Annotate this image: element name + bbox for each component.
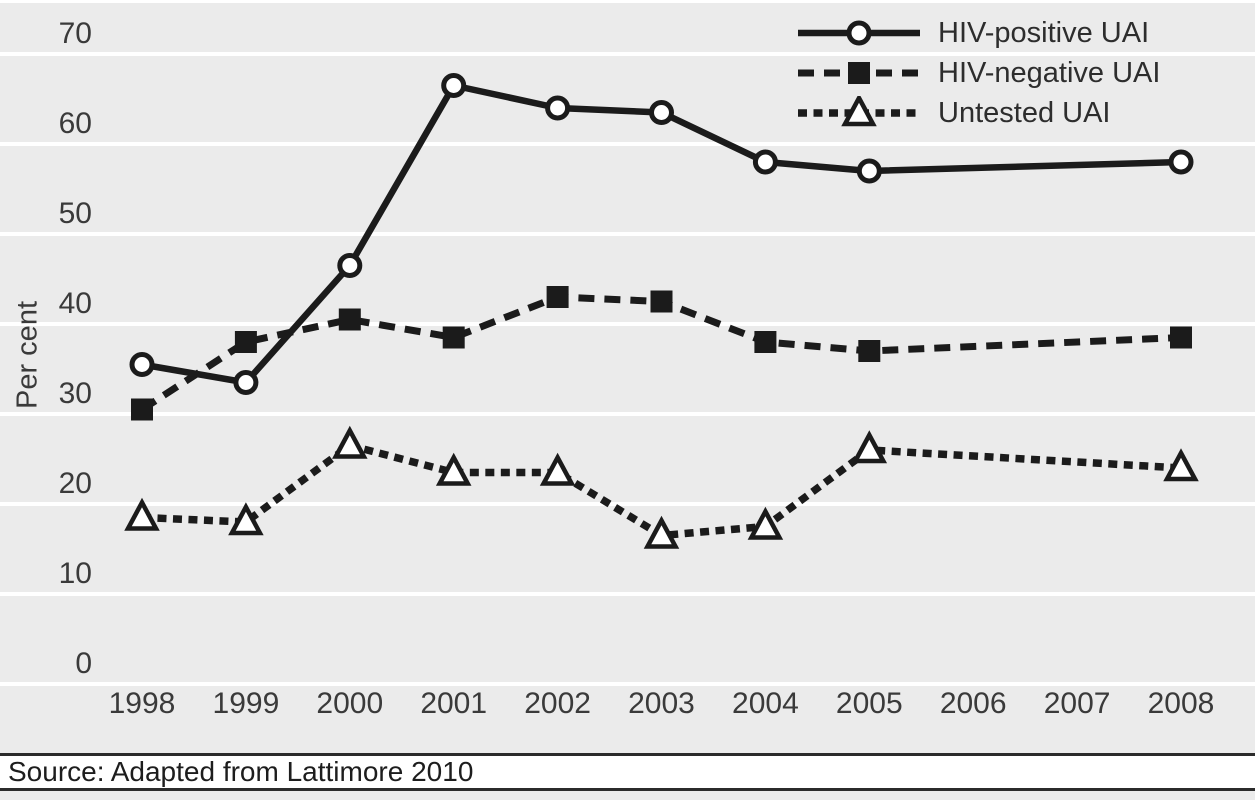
gridlines	[0, 52, 1255, 686]
y-tick-label-60: 60	[58, 107, 92, 140]
filled-square-marker	[131, 398, 153, 421]
legend-item-untested-uai: Untested UAI	[796, 93, 1160, 133]
filled-square-marker	[1170, 326, 1192, 349]
x-tick-label-2007: 2007	[1043, 687, 1111, 720]
y-tick-label-70: 70	[58, 17, 92, 50]
open-triangle-marker	[539, 452, 576, 486]
legend: HIV-positive UAI HIV-negative UAI Untested…	[796, 13, 1160, 133]
filled-square-marker	[754, 331, 777, 353]
filled-square-marker	[546, 286, 569, 308]
filled-square-marker	[234, 331, 257, 353]
open-triangle-marker	[851, 430, 888, 464]
filled-square-marker	[442, 326, 465, 349]
x-tick-label-2005: 2005	[835, 687, 903, 720]
series-hiv-negative-uai	[131, 286, 1192, 421]
legend-item-hiv-negative-uai: HIV-negative UAI	[796, 53, 1160, 93]
x-tick-label-1999: 1999	[212, 687, 280, 720]
legend-sample-dotted-line	[798, 96, 920, 127]
x-tick-label-2002: 2002	[524, 687, 591, 720]
open-circle-marker	[752, 149, 778, 175]
source-bar: Source: Adapted from Lattimore 2010	[0, 756, 1255, 788]
open-circle-marker	[233, 370, 259, 395]
open-triangle-marker	[124, 497, 160, 531]
top-border	[0, 0, 1255, 3]
legend-item-hiv-positive-uai: HIV-positive UAI	[796, 13, 1160, 53]
filled-square-marker	[848, 62, 870, 84]
series-untested-uai	[124, 425, 1199, 549]
legend-label: HIV-positive UAI	[938, 16, 1150, 49]
y-tick-label-20: 20	[58, 467, 92, 500]
x-tick-label-2000: 2000	[316, 687, 384, 720]
legend-label: HIV-negative UAI	[938, 56, 1161, 89]
footer-divider-bottom	[0, 788, 1255, 791]
legend-label: Untested UAI	[938, 96, 1111, 129]
filled-square-marker	[338, 308, 361, 331]
x-tick-label-2008: 2008	[1147, 687, 1215, 720]
legend-sample-dashed-line	[798, 62, 920, 84]
filled-square-marker	[858, 340, 881, 362]
open-circle-marker	[337, 253, 363, 278]
y-tick-label-40: 40	[58, 287, 92, 320]
x-tick-label-2006: 2006	[939, 687, 1007, 720]
open-circle-marker	[441, 73, 467, 98]
series-hiv-positive-uai	[129, 73, 1194, 395]
open-circle-marker	[129, 352, 155, 377]
x-tick-label-2004: 2004	[732, 687, 799, 720]
x-tick-label-2001: 2001	[420, 687, 488, 720]
open-circle-marker	[649, 100, 674, 125]
open-triangle-marker	[332, 425, 368, 459]
x-tick-label-2003: 2003	[628, 687, 695, 720]
open-triangle-marker	[643, 515, 680, 549]
y-tick-label-10: 10	[58, 557, 92, 590]
y-tick-label-30: 30	[58, 377, 92, 410]
open-circle-marker	[545, 95, 571, 121]
open-triangle-marker	[1163, 448, 1199, 482]
open-triangle-marker	[435, 452, 472, 486]
open-circle-marker	[1168, 149, 1194, 175]
x-tick-label-1998: 1998	[108, 687, 176, 720]
open-circle-marker	[856, 158, 882, 184]
open-triangle-marker	[228, 502, 264, 536]
footer-divider-top	[0, 753, 1255, 756]
y-tick-label-0: 0	[75, 647, 92, 680]
open-triangle-marker	[841, 96, 877, 127]
legend-sample-solid-line	[798, 20, 920, 46]
filled-square-marker	[650, 290, 673, 313]
open-triangle-marker	[747, 506, 784, 540]
series-line	[140, 293, 1182, 413]
open-circle-marker	[846, 20, 872, 46]
y-tick-label-50: 50	[58, 197, 92, 230]
source-text: Source: Adapted from Lattimore 2010	[8, 756, 474, 787]
series-line	[141, 441, 1182, 540]
